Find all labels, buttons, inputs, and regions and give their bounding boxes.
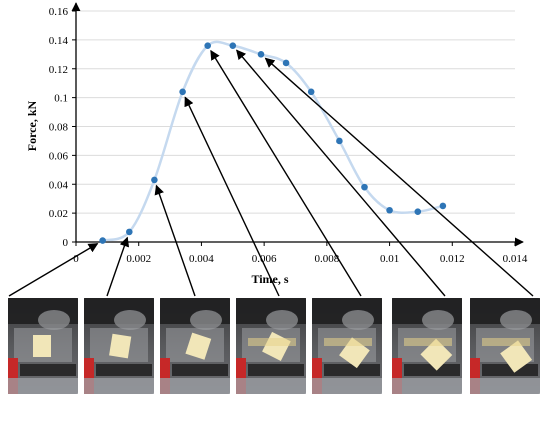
data-point (229, 42, 237, 49)
data-point (336, 137, 343, 145)
x-tick-label: 0.008 (314, 253, 339, 265)
annotation-arrows (8, 49, 534, 297)
y-tick-label: 0.04 (49, 179, 69, 191)
data-point (414, 208, 422, 215)
camera-frame-photo (160, 298, 230, 394)
series-smooth-line (102, 40, 444, 242)
camera-frame-photo (312, 298, 382, 394)
y-tick-label: 0.06 (49, 150, 69, 162)
axes (71, 2, 524, 247)
camera-frame-photo (392, 298, 462, 394)
data-point (307, 88, 315, 96)
camera-frame-photo (236, 298, 306, 394)
camera-frame-photo (470, 298, 540, 394)
annotation-arrow (184, 96, 280, 297)
data-point (126, 228, 133, 236)
y-tick-label: 0.02 (49, 208, 68, 220)
y-tick-label: 0 (63, 237, 69, 249)
x-axis-title: Time, s (251, 272, 288, 286)
grid-lines (76, 10, 515, 214)
y-tick-label: 0.12 (49, 64, 68, 76)
data-point (386, 206, 393, 214)
x-tick-label: 0.006 (252, 253, 277, 265)
annotation-arrow (264, 57, 534, 297)
annotation-arrow (154, 184, 196, 297)
camera-frame-photo (8, 298, 78, 394)
annotation-arrow (236, 49, 446, 297)
y-tick-label: 0.16 (49, 6, 69, 18)
camera-frames (8, 298, 540, 394)
data-point (361, 183, 368, 191)
data-point (99, 237, 106, 244)
annotation-arrow (8, 243, 99, 297)
camera-frame-photo (84, 298, 154, 394)
data-point (257, 51, 265, 58)
x-tick-label: 0.012 (440, 253, 465, 265)
annotation-arrow (210, 49, 362, 297)
x-tick-label: 0 (73, 253, 79, 265)
x-tick-label: 0.002 (126, 253, 151, 265)
data-points (99, 42, 447, 244)
y-tick-label: 0.14 (49, 35, 69, 47)
tick-labels: 0 0.02 0.04 0.06 0.08 0.1 0.12 0.14 0.16 0 0.002 0.… (49, 6, 528, 265)
y-axis-title: Force, kN (25, 100, 39, 151)
data-point (204, 42, 211, 49)
data-point (151, 176, 158, 184)
data-point (282, 59, 290, 67)
x-tick-label: 0.014 (503, 253, 528, 265)
y-tick-label: 0.08 (49, 122, 69, 134)
annotation-arrow (106, 236, 130, 297)
data-point (179, 88, 186, 96)
data-point (439, 202, 447, 210)
x-tick-label: 0.01 (380, 253, 399, 265)
y-tick-label: 0.1 (54, 93, 68, 105)
x-tick-label: 0.004 (189, 253, 214, 265)
